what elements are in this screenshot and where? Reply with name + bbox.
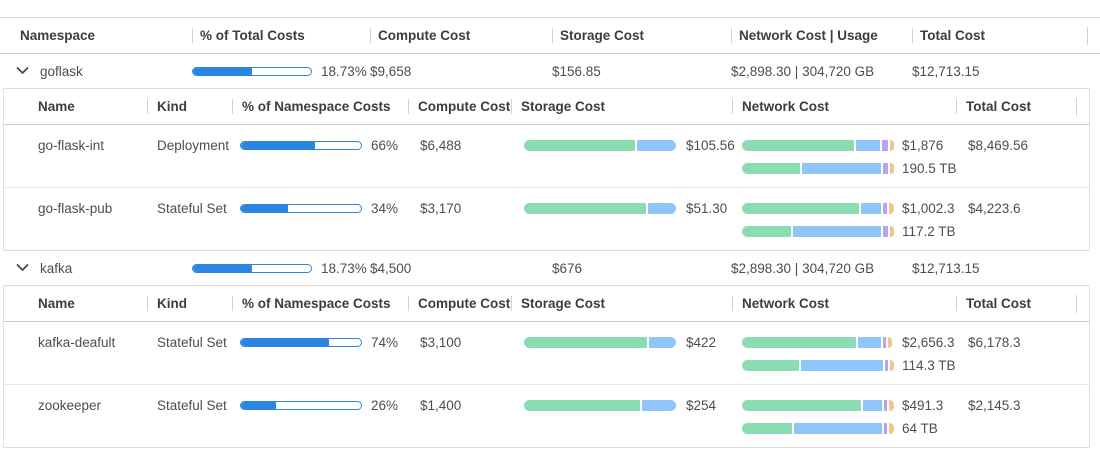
network-cost-value: $491.3	[902, 398, 944, 413]
storage-cost-value: $105.56	[686, 138, 735, 153]
namespace-toggle[interactable]: kafka	[0, 261, 192, 276]
workloads-header-row: Name Kind % of Namespace Costs Compute C…	[4, 286, 1089, 322]
header-pct-total-costs: % of Total Costs	[192, 28, 370, 43]
workload-name: kafka-deafult	[38, 335, 116, 350]
workload-compute-cost: $6,488	[420, 138, 462, 153]
namespace-toggle[interactable]: goflask	[0, 64, 192, 79]
workload-kind: Stateful Set	[157, 398, 227, 413]
pct-namespace-costs-value: 26%	[371, 398, 399, 413]
header-namespace: Namespace	[20, 28, 96, 43]
header-total-cost: Total Cost	[912, 28, 1100, 43]
network-cost-value: $1,002.3	[902, 201, 955, 216]
pct-namespace-costs-bar	[240, 204, 362, 213]
pct-namespace-costs-value: 66%	[371, 138, 399, 153]
pct-total-costs-value: 18.73%	[321, 63, 367, 79]
storage-cost-value: $51.30	[686, 201, 728, 216]
header-network-cost-usage: Network Cost | Usage	[731, 28, 912, 43]
network-usage-value: 190.5 TB	[902, 161, 957, 176]
pct-namespace-costs-value: 74%	[371, 335, 399, 350]
storage-cost-value: $422	[686, 335, 717, 350]
header-compute-cost: Compute Cost	[408, 296, 511, 311]
pct-total-costs-value: 18.73%	[321, 260, 367, 276]
network-usage-bar	[742, 226, 894, 237]
workload-total-cost: $6,178.3	[968, 335, 1021, 350]
header-kind: Kind	[147, 99, 232, 114]
pct-namespace-costs-bar	[240, 401, 362, 410]
workload-row-zookeeper: zookeeper Stateful Set 26% $1,400 $254	[4, 384, 1089, 447]
header-compute-cost: Compute Cost	[408, 99, 511, 114]
pct-total-costs-bar	[192, 66, 312, 76]
header-total-cost: Total Cost	[956, 296, 1089, 311]
storage-cost-bar	[524, 400, 676, 411]
storage-cost-bar	[524, 140, 676, 151]
namespace-name: goflask	[40, 63, 83, 79]
network-cost-bar	[742, 337, 894, 348]
header-pct-namespace-costs: % of Namespace Costs	[232, 99, 408, 114]
network-usage-value: 114.3 TB	[902, 358, 956, 373]
workload-name: go-flask-int	[38, 138, 105, 153]
pct-namespace-costs-value: 34%	[371, 201, 399, 216]
header-kind: Kind	[147, 296, 232, 311]
header-network-cost: Network Cost	[732, 296, 956, 311]
workloads-table-goflask: Name Kind % of Namespace Costs Compute C…	[3, 88, 1090, 251]
storage-cost-bar	[524, 337, 676, 348]
namespace-total-cost: $12,713.15	[912, 63, 980, 79]
storage-cost-value: $254	[686, 398, 717, 413]
workloads-table-kafka: Name Kind % of Namespace Costs Compute C…	[3, 285, 1090, 448]
pct-total-costs-bar	[192, 263, 312, 273]
header-storage-cost: Storage Cost	[511, 296, 732, 311]
network-cost-value: $1,876	[902, 138, 944, 153]
namespace-compute-cost: $4,500	[370, 260, 412, 276]
workload-row-kafka-deafult: kafka-deafult Stateful Set 74% $3,100 $4…	[4, 322, 1089, 384]
network-cost-bar	[742, 203, 894, 214]
namespace-total-cost: $12,713.15	[912, 260, 980, 276]
workload-total-cost: $8,469.56	[968, 138, 1029, 153]
header-storage-cost: Storage Cost	[511, 99, 732, 114]
network-usage-bar	[742, 360, 894, 371]
network-usage-value: 64 TB	[902, 421, 938, 436]
storage-cost-bar	[524, 203, 676, 214]
namespace-network-cost-usage: $2,898.30 | 304,720 GB	[731, 260, 875, 276]
header-compute-cost: Compute Cost	[370, 28, 552, 43]
workload-compute-cost: $1,400	[420, 398, 462, 413]
workload-name: zookeeper	[38, 398, 102, 413]
workload-name: go-flask-pub	[38, 201, 113, 216]
workload-row-go-flask-int: go-flask-int Deployment 66% $6,488 $105.…	[4, 125, 1089, 187]
namespace-storage-cost: $676	[552, 260, 583, 276]
workload-kind: Deployment	[157, 138, 230, 153]
namespace-storage-cost: $156.85	[552, 63, 601, 79]
header-pct-namespace-costs: % of Namespace Costs	[232, 296, 408, 311]
header-total-cost: Total Cost	[956, 99, 1089, 114]
chevron-down-icon[interactable]	[16, 264, 29, 272]
network-usage-bar	[742, 423, 894, 434]
namespace-name: kafka	[40, 260, 73, 276]
header-name: Name	[38, 99, 75, 114]
namespace-row-goflask[interactable]: goflask 18.73% $9,658 $156.85 $2,898.30 …	[0, 54, 1100, 88]
workload-total-cost: $4,223.6	[968, 201, 1021, 216]
workload-compute-cost: $3,100	[420, 335, 462, 350]
workload-kind: Stateful Set	[157, 335, 227, 350]
pct-namespace-costs-bar	[240, 141, 362, 150]
network-usage-value: 117.2 TB	[902, 224, 956, 239]
namespace-compute-cost: $9,658	[370, 63, 412, 79]
header-storage-cost: Storage Cost	[552, 28, 731, 43]
workloads-header-row: Name Kind % of Namespace Costs Compute C…	[4, 89, 1089, 125]
header-name: Name	[38, 296, 75, 311]
pct-namespace-costs-bar	[240, 338, 362, 347]
chevron-down-icon[interactable]	[16, 67, 29, 75]
namespace-row-kafka[interactable]: kafka 18.73% $4,500 $676 $2,898.30 | 304…	[0, 251, 1100, 285]
network-cost-value: $2,656.3	[902, 335, 955, 350]
workload-row-go-flask-pub: go-flask-pub Stateful Set 34% $3,170 $51…	[4, 187, 1089, 250]
workload-total-cost: $2,145.3	[968, 398, 1021, 413]
workload-kind: Stateful Set	[157, 201, 227, 216]
cost-breakdown-table: Namespace % of Total Costs Compute Cost …	[0, 17, 1100, 448]
header-network-cost: Network Cost	[732, 99, 956, 114]
main-header-row: Namespace % of Total Costs Compute Cost …	[0, 18, 1100, 54]
network-cost-bar	[742, 140, 894, 151]
network-usage-bar	[742, 163, 894, 174]
network-cost-bar	[742, 400, 894, 411]
namespace-network-cost-usage: $2,898.30 | 304,720 GB	[731, 63, 875, 79]
workload-compute-cost: $3,170	[420, 201, 462, 216]
